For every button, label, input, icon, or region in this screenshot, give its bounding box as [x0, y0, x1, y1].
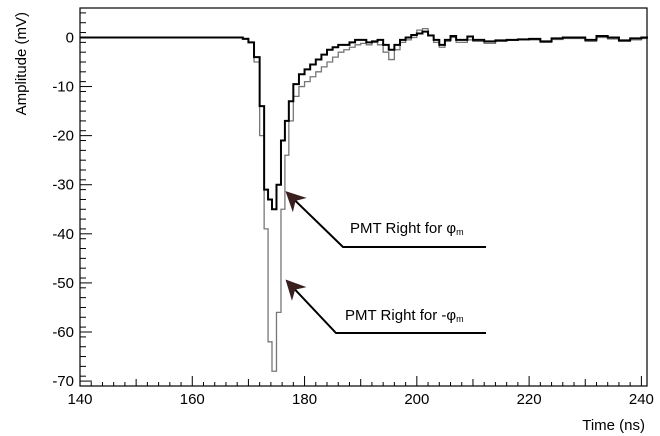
annotation-label: PMT Right for φm: [350, 220, 464, 237]
series-layer: [80, 27, 648, 372]
y-tick-label: 0: [66, 29, 74, 46]
x-tick-label: 160: [180, 391, 205, 408]
y-tick-label: -30: [52, 177, 74, 194]
y-tick-label: -70: [52, 373, 74, 390]
x-tick-label: 180: [292, 391, 317, 408]
x-axis-title: Time (ns): [582, 417, 645, 434]
annotation-subscript: m: [456, 227, 464, 237]
annotation-arrow: [285, 191, 486, 248]
annotation-label: PMT Right for -φm: [345, 307, 464, 324]
annotations: PMT Right for φm PMT Right for -φm: [285, 191, 486, 334]
x-axis: 140 160 180 200 220 240: [67, 376, 654, 408]
x-tick-label: 220: [517, 391, 542, 408]
annotation-subscript: m: [456, 314, 464, 324]
annotation-arrow: [285, 279, 486, 334]
y-tick-label: -50: [52, 275, 74, 292]
y-tick-label: -10: [52, 79, 74, 96]
series-line-phi-m: [80, 30, 648, 211]
x-tick-label: 200: [404, 391, 429, 408]
y-axis-title: Amplitude (mV): [13, 12, 30, 115]
y-tick-label: -20: [52, 128, 74, 145]
y-tick-label: -40: [52, 226, 74, 243]
y-axis: 0 -10 -20 -30 -40 -50 -60 -70: [52, 12, 92, 390]
x-tick-label: 240: [629, 391, 654, 408]
plot-frame: [79, 7, 648, 387]
x-tick-label: 140: [67, 391, 92, 408]
y-tick-label: -60: [52, 324, 74, 341]
